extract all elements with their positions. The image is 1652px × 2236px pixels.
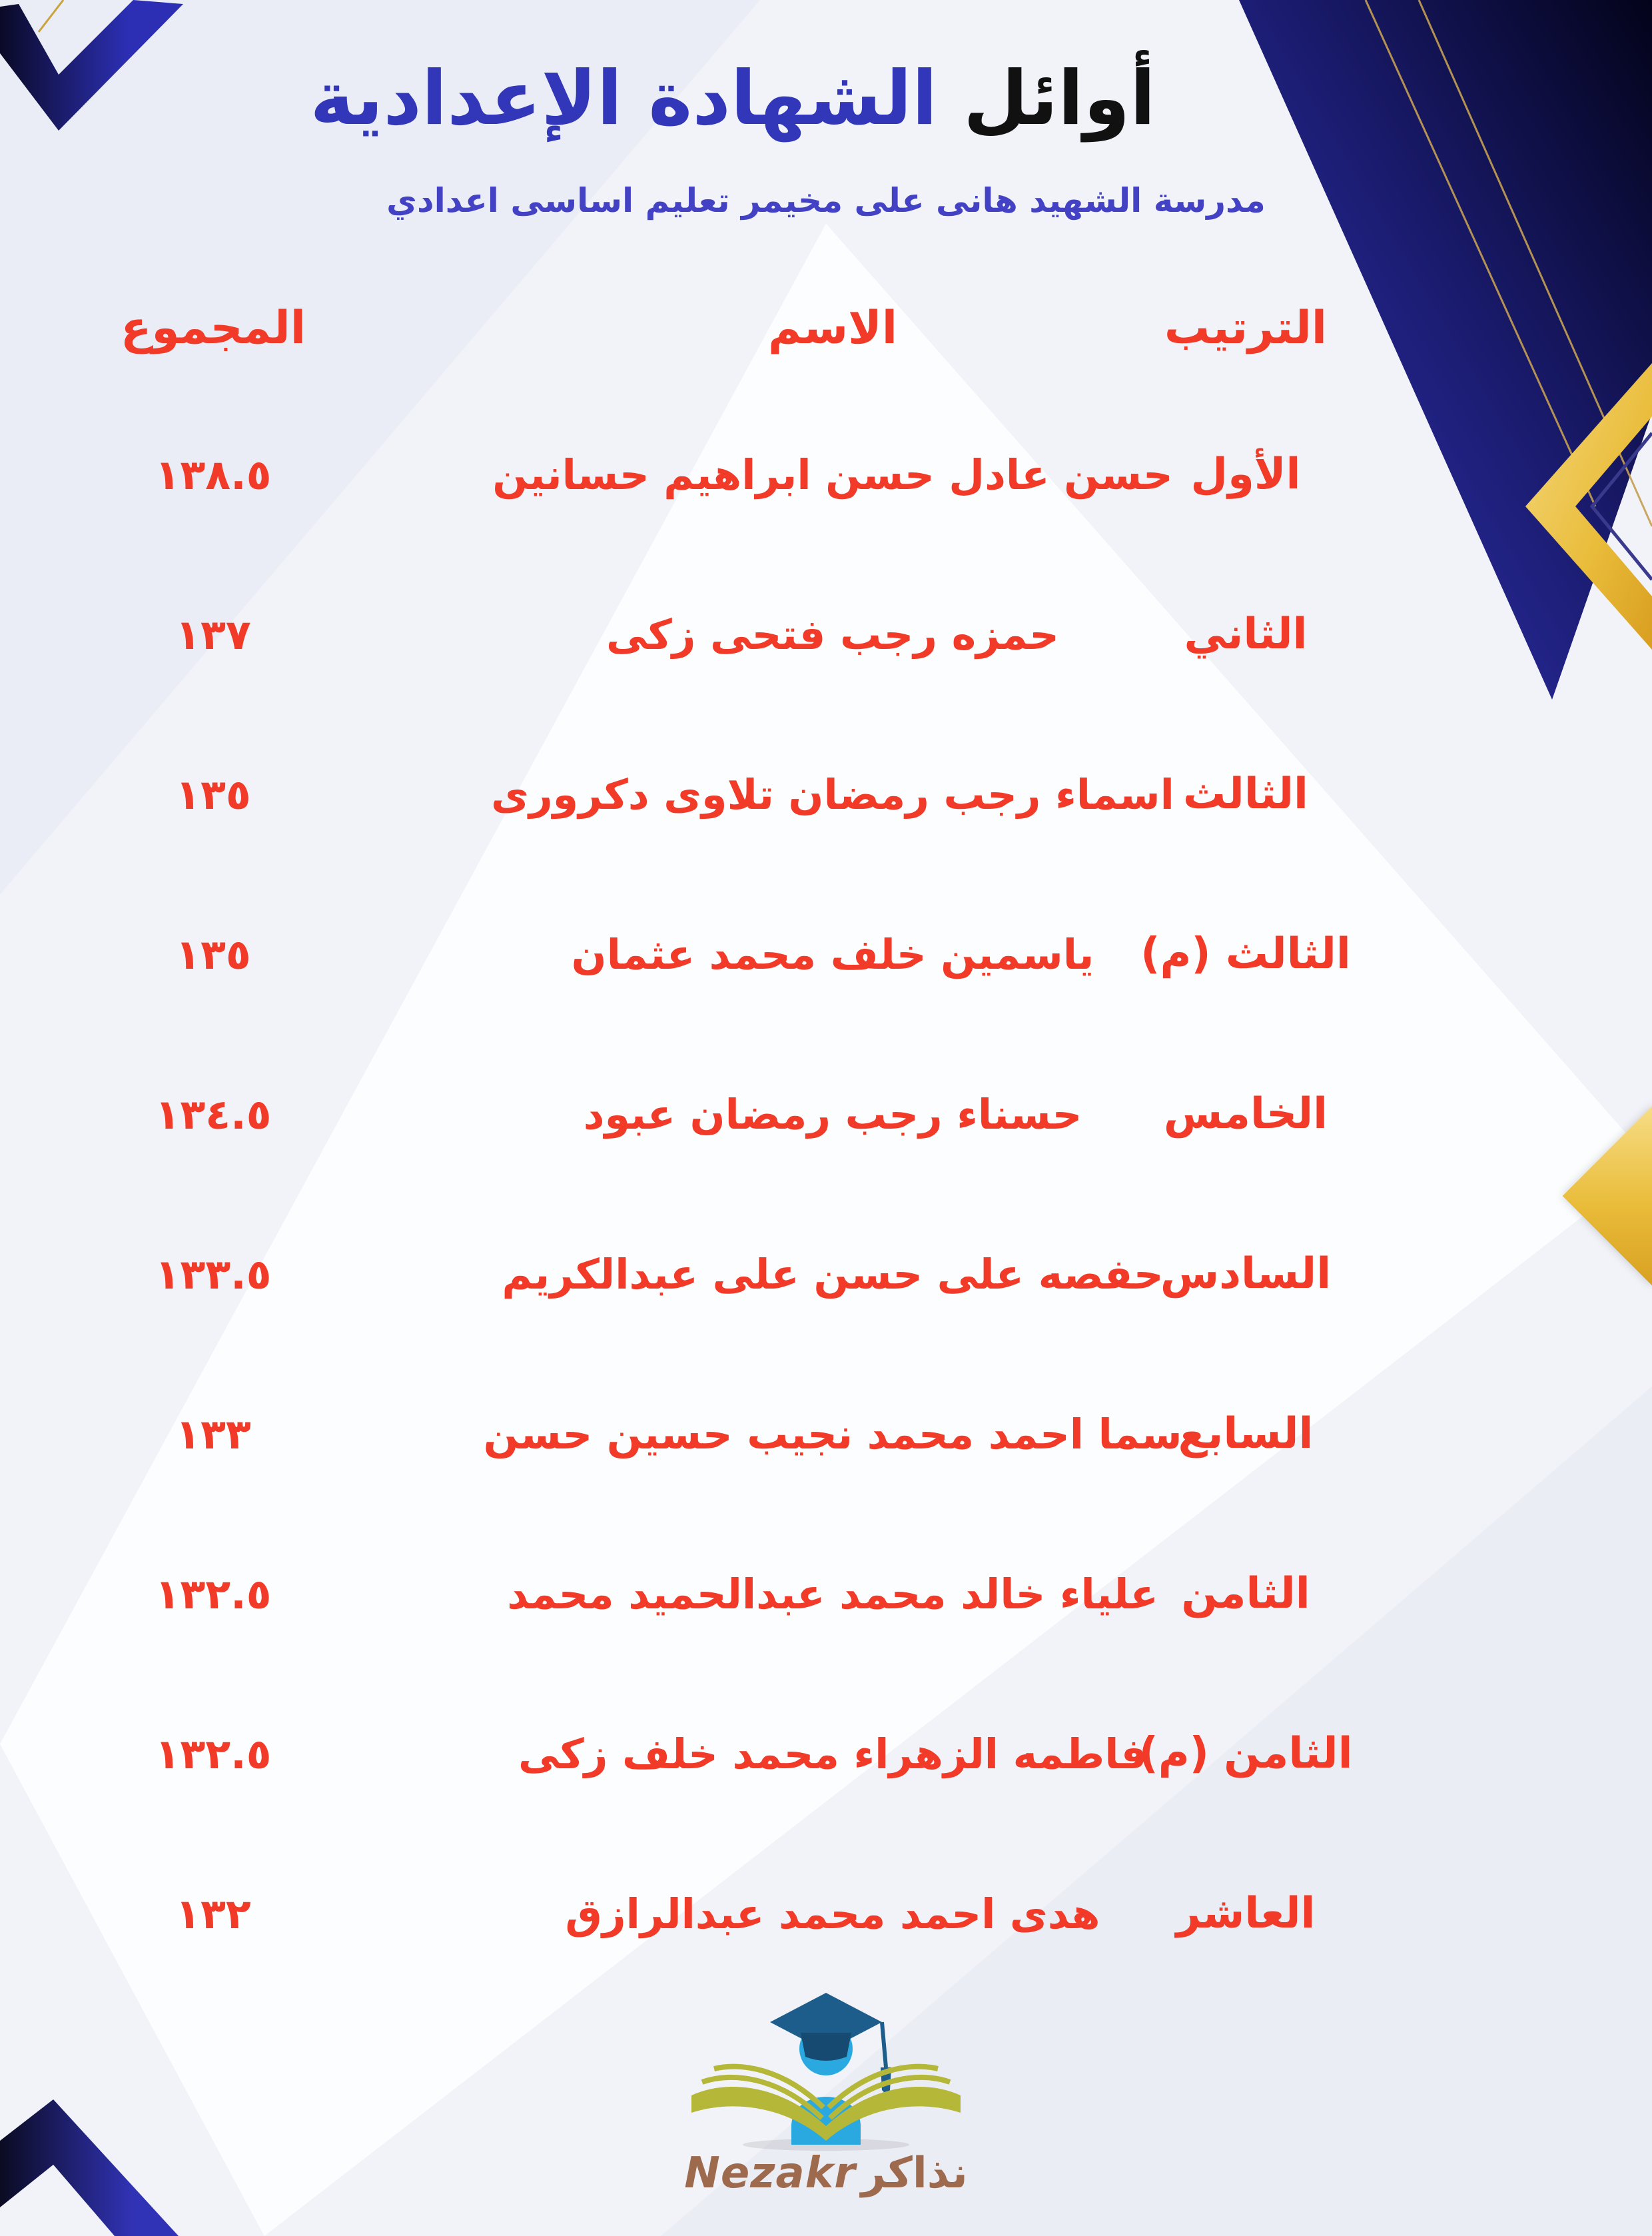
name-cell: فاطمه الزهراء محمد خلف زكى <box>518 1729 1148 1778</box>
nezakr-logo: Nezakr نذاكر <box>653 1982 999 2198</box>
logo-wordmark: Nezakr نذاكر <box>684 2149 968 2198</box>
name-cell: حمزه رجب فتحى زكى <box>606 610 1059 659</box>
graduation-cap-icon <box>770 1993 882 2051</box>
total-cell: ١٣٨.٥ <box>155 450 272 499</box>
column-header-name: الاسم <box>767 301 898 354</box>
name-cell: ياسمين خلف محمد عثمان <box>571 929 1094 979</box>
table-row: العاشر هدى احمد محمد عبدالرازق ١٣٢ <box>0 1834 1652 1993</box>
rank-cell: السادس <box>1160 1249 1332 1299</box>
table-row: الثالث اسماء رجب رمضان تلاوى دكرورى ١٣٥ <box>0 714 1652 874</box>
name-cell: سما احمد محمد نجيب حسين حسن <box>483 1409 1182 1458</box>
table-row: السابع سما احمد محمد نجيب حسين حسن ١٣٣ <box>0 1354 1652 1514</box>
rank-cell: الثامن <box>1181 1569 1310 1618</box>
rank-cell: الأول <box>1190 450 1301 499</box>
rank-cell: الثالث <box>1183 770 1308 819</box>
rank-cell: العاشر <box>1176 1889 1316 1938</box>
rank-cell: الخامس <box>1163 1089 1328 1139</box>
total-cell: ١٣٤.٥ <box>155 1089 272 1139</box>
results-table-body: الأول حسن عادل حسن ابراهيم حسانين ١٣٨.٥ … <box>0 394 1652 1993</box>
total-cell: ١٣٣ <box>175 1409 251 1458</box>
table-row: الثالث (م) ياسمين خلف محمد عثمان ١٣٥ <box>0 874 1652 1034</box>
table-row: الثاني حمزه رجب فتحى زكى ١٣٧ <box>0 554 1652 714</box>
results-table: الترتيب الاسم المجموع الأول حسن عادل حسن… <box>0 261 1652 1993</box>
table-row: الثامن (م) فاطمه الزهراء محمد خلف زكى ١٣… <box>0 1674 1652 1834</box>
open-book-icon <box>691 2063 961 2141</box>
column-header-rank: الترتيب <box>1164 301 1328 354</box>
total-cell: ١٣٧ <box>175 610 251 659</box>
name-cell: حسناء رجب رمضان عبود <box>583 1089 1082 1139</box>
page-title: أوائل الشهادة الإعدادية <box>0 55 1559 142</box>
corner-chevron-decoration <box>0 2099 179 2236</box>
total-cell: ١٣٥ <box>175 770 251 819</box>
results-table-header: الترتيب الاسم المجموع <box>0 261 1652 394</box>
name-cell: حسن عادل حسن ابراهيم حسانين <box>492 450 1173 499</box>
rank-cell: الثامن (م) <box>1138 1729 1353 1778</box>
name-cell: هدى احمد محمد عبدالرازق <box>565 1889 1100 1938</box>
total-cell: ١٣٥ <box>175 929 251 979</box>
name-cell: اسماء رجب رمضان تلاوى دكرورى <box>491 770 1174 819</box>
logo-text-arabic: نذاكر <box>861 2149 968 2198</box>
column-header-total: المجموع <box>120 301 306 354</box>
name-cell: حفصه على حسن على عبدالكريم <box>502 1249 1164 1299</box>
school-name: مدرسة الشهيد هانى على مخيمر تعليم اساسى … <box>386 181 1266 220</box>
table-row: الأول حسن عادل حسن ابراهيم حسانين ١٣٨.٥ <box>0 394 1652 554</box>
graduate-book-icon <box>691 1993 961 2151</box>
rank-cell: الثالث (م) <box>1140 929 1351 979</box>
title-word-secondary: الشهادة الإعدادية <box>310 55 938 143</box>
rank-cell: السابع <box>1178 1409 1314 1458</box>
table-row: الخامس حسناء رجب رمضان عبود ١٣٤.٥ <box>0 1034 1652 1194</box>
logo-text-latin: Nezakr <box>684 2149 856 2198</box>
rank-cell: الثاني <box>1184 610 1308 659</box>
total-cell: ١٣٢.٥ <box>155 1569 272 1618</box>
total-cell: ١٣٢.٥ <box>155 1729 272 1778</box>
table-row: الثامن علياء خالد محمد عبدالحميد محمد ١٣… <box>0 1514 1652 1674</box>
title-word-primary: أوائل <box>963 55 1156 143</box>
total-cell: ١٣٢ <box>175 1889 251 1938</box>
table-row: السادس حفصه على حسن على عبدالكريم ١٣٣.٥ <box>0 1194 1652 1354</box>
name-cell: علياء خالد محمد عبدالحميد محمد <box>507 1569 1158 1618</box>
total-cell: ١٣٣.٥ <box>155 1249 272 1299</box>
